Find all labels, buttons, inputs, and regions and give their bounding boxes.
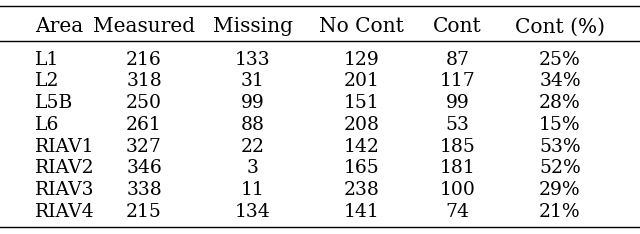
Text: 117: 117: [440, 73, 476, 90]
Text: 141: 141: [344, 203, 380, 221]
Text: 327: 327: [126, 138, 162, 156]
Text: Missing: Missing: [212, 17, 293, 37]
Text: 28%: 28%: [539, 94, 581, 112]
Text: 142: 142: [344, 138, 380, 156]
Text: 87: 87: [445, 51, 470, 69]
Text: 11: 11: [241, 181, 265, 199]
Text: RIAV2: RIAV2: [35, 160, 95, 177]
Text: 215: 215: [126, 203, 162, 221]
Text: L5B: L5B: [35, 94, 74, 112]
Text: 52%: 52%: [539, 160, 581, 177]
Text: 201: 201: [344, 73, 380, 90]
Text: No Cont: No Cont: [319, 17, 404, 37]
Text: 25%: 25%: [539, 51, 581, 69]
Text: RIAV3: RIAV3: [35, 181, 95, 199]
Text: 185: 185: [440, 138, 476, 156]
Text: 99: 99: [445, 94, 470, 112]
Text: 216: 216: [126, 51, 162, 69]
Text: Measured: Measured: [93, 17, 195, 37]
Text: 346: 346: [126, 160, 162, 177]
Text: 31: 31: [241, 73, 265, 90]
Text: 208: 208: [344, 116, 380, 134]
Text: RIAV4: RIAV4: [35, 203, 95, 221]
Text: 100: 100: [440, 181, 476, 199]
Text: RIAV1: RIAV1: [35, 138, 95, 156]
Text: 129: 129: [344, 51, 380, 69]
Text: 133: 133: [235, 51, 271, 69]
Text: 74: 74: [445, 203, 470, 221]
Text: 338: 338: [126, 181, 162, 199]
Text: 261: 261: [126, 116, 162, 134]
Text: 99: 99: [241, 94, 265, 112]
Text: 134: 134: [235, 203, 271, 221]
Text: 181: 181: [440, 160, 476, 177]
Text: 151: 151: [344, 94, 380, 112]
Text: 34%: 34%: [539, 73, 581, 90]
Text: 22: 22: [241, 138, 265, 156]
Text: 165: 165: [344, 160, 380, 177]
Text: L6: L6: [35, 116, 60, 134]
Text: 88: 88: [241, 116, 265, 134]
Text: 3: 3: [247, 160, 259, 177]
Text: 53%: 53%: [539, 138, 581, 156]
Text: 15%: 15%: [539, 116, 581, 134]
Text: 21%: 21%: [539, 203, 581, 221]
Text: L2: L2: [35, 73, 60, 90]
Text: 238: 238: [344, 181, 380, 199]
Text: 318: 318: [126, 73, 162, 90]
Text: 250: 250: [126, 94, 162, 112]
Text: Cont: Cont: [433, 17, 482, 37]
Text: Area: Area: [35, 17, 83, 37]
Text: L1: L1: [35, 51, 60, 69]
Text: 53: 53: [445, 116, 470, 134]
Text: 29%: 29%: [539, 181, 581, 199]
Text: Cont (%): Cont (%): [515, 17, 605, 37]
